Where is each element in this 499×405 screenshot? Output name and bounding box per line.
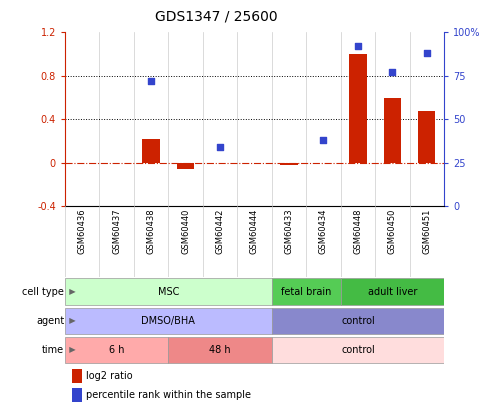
Text: GSM60444: GSM60444 <box>250 208 259 254</box>
Bar <box>168 337 272 363</box>
Text: GDS1347 / 25600: GDS1347 / 25600 <box>155 10 278 24</box>
Text: GSM60448: GSM60448 <box>353 208 362 254</box>
Text: adult liver: adult liver <box>368 287 417 296</box>
Text: DMSO/BHA: DMSO/BHA <box>141 316 195 326</box>
Text: agent: agent <box>36 316 64 326</box>
Text: GSM60450: GSM60450 <box>388 208 397 254</box>
Bar <box>72 388 82 402</box>
Text: 6 h: 6 h <box>109 345 124 355</box>
Point <box>319 137 327 143</box>
Text: cell type: cell type <box>22 287 64 296</box>
Text: GSM60433: GSM60433 <box>284 208 293 254</box>
Bar <box>72 369 82 383</box>
Bar <box>280 163 297 165</box>
Text: control: control <box>341 316 375 326</box>
Text: ▶: ▶ <box>64 345 76 354</box>
Bar <box>384 98 401 163</box>
Point <box>216 144 224 150</box>
Point <box>388 69 396 76</box>
Point <box>354 43 362 49</box>
Bar <box>177 163 194 169</box>
Text: ▶: ▶ <box>64 316 76 325</box>
Bar <box>272 337 444 363</box>
Bar <box>341 279 444 305</box>
Text: MSC: MSC <box>158 287 179 296</box>
Text: GSM60437: GSM60437 <box>112 208 121 254</box>
Point <box>423 50 431 56</box>
Text: control: control <box>341 345 375 355</box>
Text: 48 h: 48 h <box>209 345 231 355</box>
Bar <box>142 139 160 163</box>
Text: log2 ratio: log2 ratio <box>86 371 132 381</box>
Bar <box>349 54 367 163</box>
Text: GSM60434: GSM60434 <box>319 208 328 254</box>
Text: GSM60451: GSM60451 <box>422 208 431 254</box>
Bar <box>65 337 168 363</box>
Text: fetal brain: fetal brain <box>281 287 331 296</box>
Bar <box>65 308 272 334</box>
Text: GSM60440: GSM60440 <box>181 208 190 254</box>
Text: ▶: ▶ <box>64 287 76 296</box>
Bar <box>65 279 272 305</box>
Text: time: time <box>42 345 64 355</box>
Bar <box>272 308 444 334</box>
Text: GSM60438: GSM60438 <box>147 208 156 254</box>
Text: GSM60442: GSM60442 <box>216 208 225 254</box>
Bar <box>272 279 341 305</box>
Bar <box>418 111 436 163</box>
Point <box>147 78 155 84</box>
Text: GSM60436: GSM60436 <box>78 208 87 254</box>
Text: percentile rank within the sample: percentile rank within the sample <box>86 390 250 400</box>
